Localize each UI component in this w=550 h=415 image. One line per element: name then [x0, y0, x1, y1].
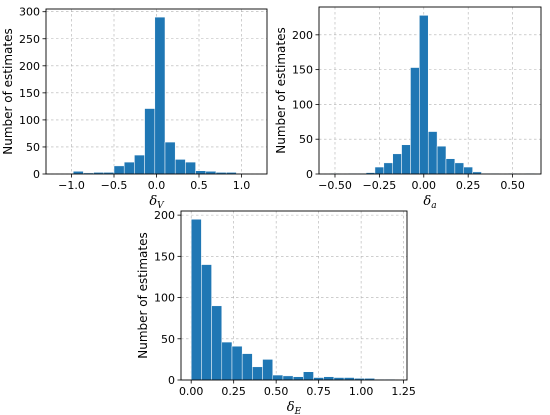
histogram-bar — [123, 161, 135, 175]
plot-frame — [318, 6, 542, 175]
y-tick-label: 150 — [154, 250, 175, 263]
y-tick-label: 150 — [19, 87, 40, 100]
x-tick-label: 0.25 — [221, 385, 246, 398]
histogram-bar — [272, 374, 284, 381]
histogram-bar — [445, 158, 456, 175]
histogram-bar — [463, 166, 473, 175]
y-tick-label: 50 — [26, 141, 40, 154]
y-axis-label: Number of estimates — [274, 27, 288, 153]
histogram-bar — [323, 376, 335, 381]
histogram-bar — [427, 131, 438, 175]
x-tick-label: 0.0 — [148, 179, 166, 192]
x-tick-label: 0.50 — [264, 385, 289, 398]
y-tick-label: 100 — [19, 114, 40, 127]
histogram-bar — [134, 154, 145, 175]
plot-frame — [180, 210, 408, 381]
histogram-bar — [174, 159, 186, 175]
x-tick-label: 0.25 — [456, 179, 481, 192]
y-tick-label: 150 — [292, 64, 313, 77]
histogram-bar — [190, 218, 202, 381]
hist-delta-e: 0.00 0.25 0.50 0.75 1.00 1.25 0 50 100 150 200 Numb… — [136, 209, 416, 415]
y-tick-label: 300 — [19, 6, 40, 19]
histogram-bar — [262, 359, 274, 381]
x-tick-label: 0.5 — [190, 179, 208, 192]
x-axis-label: δV — [149, 194, 165, 211]
histogram-bar — [282, 375, 294, 381]
y-tick-label: 250 — [19, 33, 40, 46]
histogram-bar — [164, 141, 176, 175]
histogram-bar — [454, 162, 464, 175]
histogram-bar — [201, 264, 212, 381]
histogram-bar — [383, 162, 393, 175]
histogram-bar — [292, 376, 304, 381]
x-axis-label: δE — [287, 400, 302, 415]
histogram-bar — [303, 371, 314, 381]
x-tick-label: 0.00 — [179, 385, 204, 398]
y-axis-label: Number of estimates — [1, 28, 15, 154]
x-tick-label: 0.50 — [500, 179, 525, 192]
histogram-bar — [419, 15, 429, 175]
histogram-bar — [185, 161, 196, 175]
histogram-bar — [410, 67, 420, 175]
x-tick-label: −1.0 — [58, 179, 85, 192]
x-tick-label: −0.50 — [318, 179, 352, 192]
x-tick-label: 0.00 — [412, 179, 437, 192]
histogram-bar — [241, 353, 253, 381]
x-tick-label: 0.75 — [306, 385, 331, 398]
y-tick-label: 100 — [154, 292, 175, 305]
histogram-bar — [221, 341, 233, 381]
histogram-bar — [211, 305, 223, 381]
y-tick-label: 0 — [33, 168, 40, 181]
histogram-bar — [113, 165, 125, 175]
x-tick-label: 1.0 — [233, 179, 251, 192]
y-tick-label: 200 — [292, 29, 313, 42]
hist-delta-a: −0.50 −0.25 0.00 0.25 0.50 0 50 100 150 200 Number… — [274, 6, 542, 211]
histogram-bar — [231, 345, 243, 381]
hist-delta-v: −1.0 −0.5 0.0 0.5 1.0 0 50 100 150 200 250 300 Numbe… — [1, 6, 268, 211]
y-tick-label: 200 — [154, 209, 175, 222]
y-tick-label: 100 — [292, 98, 313, 111]
histogram-bar — [252, 366, 263, 381]
histogram-bar — [374, 166, 385, 175]
histogram-bar — [195, 170, 207, 175]
y-axis-label: Number of estimates — [136, 232, 150, 358]
histogram-bar — [144, 108, 156, 175]
x-axis-label: δa — [423, 194, 436, 211]
y-tick-label: 0 — [168, 374, 175, 387]
y-tick-label: 50 — [161, 333, 175, 346]
x-tick-label: −0.5 — [101, 179, 128, 192]
histogram-bar — [154, 16, 166, 175]
histogram-bar — [436, 145, 447, 175]
y-tick-label: 200 — [19, 60, 40, 73]
x-tick-label: −0.25 — [363, 179, 397, 192]
y-tick-label: 50 — [299, 133, 313, 146]
x-tick-label: 1.00 — [349, 385, 374, 398]
histogram-bar — [401, 144, 411, 175]
x-tick-label: 1.25 — [391, 385, 416, 398]
y-tick-label: 0 — [306, 168, 313, 181]
histogram-bar — [392, 153, 402, 175]
